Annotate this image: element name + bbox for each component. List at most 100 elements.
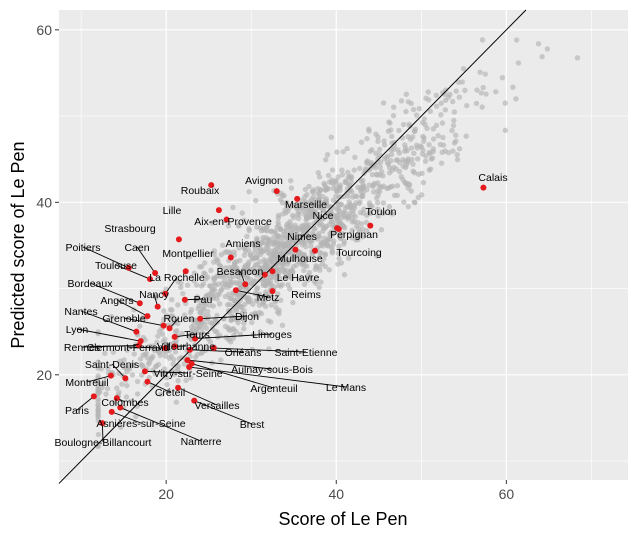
background-point <box>376 146 383 153</box>
background-point <box>335 216 341 222</box>
background-point <box>103 391 109 397</box>
background-point <box>459 79 466 85</box>
leader-line <box>213 347 307 353</box>
background-point <box>161 366 168 372</box>
highlighted-city-points <box>90 182 487 427</box>
background-point <box>412 126 419 132</box>
background-point <box>100 381 106 387</box>
background-point <box>241 217 247 224</box>
background-point <box>285 235 292 241</box>
background-point <box>453 88 459 94</box>
background-point <box>301 267 307 274</box>
background-point <box>390 104 397 110</box>
background-point <box>268 302 274 308</box>
background-point <box>369 171 376 178</box>
background-point <box>316 234 323 240</box>
city-point <box>141 368 148 375</box>
background-point <box>284 267 290 274</box>
background-point <box>240 316 247 322</box>
background-point <box>339 172 346 178</box>
city-point <box>312 247 319 254</box>
leader-line <box>80 310 137 333</box>
city-label: Nimes <box>287 231 317 243</box>
background-point <box>406 121 412 128</box>
background-point <box>482 71 488 77</box>
background-point <box>175 378 181 384</box>
background-point <box>205 308 211 315</box>
background-point <box>340 193 347 200</box>
city-label: Asnières-sur-Seine <box>96 418 185 430</box>
background-point <box>197 309 203 316</box>
city-point <box>147 276 154 283</box>
background-point <box>302 186 309 193</box>
city-label: Besancon <box>217 266 264 278</box>
city-label: Nice <box>312 210 333 222</box>
background-point <box>246 226 252 232</box>
leader-line <box>116 299 148 317</box>
background-point <box>126 364 133 370</box>
city-label: Aulnay-sous-Bois <box>231 364 313 376</box>
background-point <box>462 87 468 94</box>
background-point <box>336 255 342 262</box>
background-point <box>258 310 265 317</box>
background-point <box>249 319 255 326</box>
background-point <box>254 285 261 291</box>
background-point <box>306 183 312 190</box>
background-point <box>483 91 489 97</box>
background-point <box>386 164 393 171</box>
x-axis-title: Score of Le Pen <box>278 509 407 529</box>
background-point <box>366 126 372 132</box>
background-point <box>145 361 152 367</box>
background-point <box>345 193 351 199</box>
background-point <box>375 213 381 219</box>
background-point <box>419 192 425 198</box>
city-point <box>171 343 178 350</box>
background-point <box>294 206 300 212</box>
background-point <box>275 222 282 228</box>
background-point <box>261 298 267 305</box>
city-label: Nantes <box>64 306 97 318</box>
leader-line <box>144 370 189 374</box>
city-point <box>242 281 249 288</box>
x-tick-label: 40 <box>328 486 344 502</box>
background-point <box>322 263 328 270</box>
background-point <box>280 211 286 217</box>
background-point <box>129 372 136 378</box>
leader-line <box>111 411 142 424</box>
city-label: Toulouse <box>95 260 137 272</box>
background-point <box>321 256 327 262</box>
background-point <box>164 375 170 381</box>
background-point <box>117 358 123 364</box>
background-point <box>478 90 484 96</box>
background-point <box>411 170 418 176</box>
background-point <box>159 331 166 337</box>
background-point <box>389 133 395 140</box>
background-point <box>515 60 522 66</box>
background-point <box>305 206 312 212</box>
background-point <box>173 399 180 405</box>
background-point <box>409 156 415 163</box>
city-point <box>269 288 276 295</box>
background-point <box>367 148 373 155</box>
city-point <box>122 375 129 382</box>
background-point <box>339 167 345 173</box>
background-point <box>451 109 458 115</box>
background-point <box>330 180 336 186</box>
background-point <box>338 201 345 208</box>
background-point <box>306 269 313 276</box>
background-point <box>335 174 341 180</box>
background-point <box>450 122 457 129</box>
background-point <box>380 100 387 106</box>
city-label: Rennes <box>64 342 100 354</box>
background-point <box>210 286 216 293</box>
background-point <box>142 337 148 343</box>
background-point <box>427 108 434 115</box>
background-point <box>357 165 363 172</box>
background-point <box>311 197 317 204</box>
background-point <box>202 302 208 309</box>
city-point <box>186 346 193 353</box>
city-label: Nancy <box>139 289 170 301</box>
background-point <box>105 365 111 372</box>
city-point <box>480 184 487 191</box>
background-point <box>277 283 284 289</box>
